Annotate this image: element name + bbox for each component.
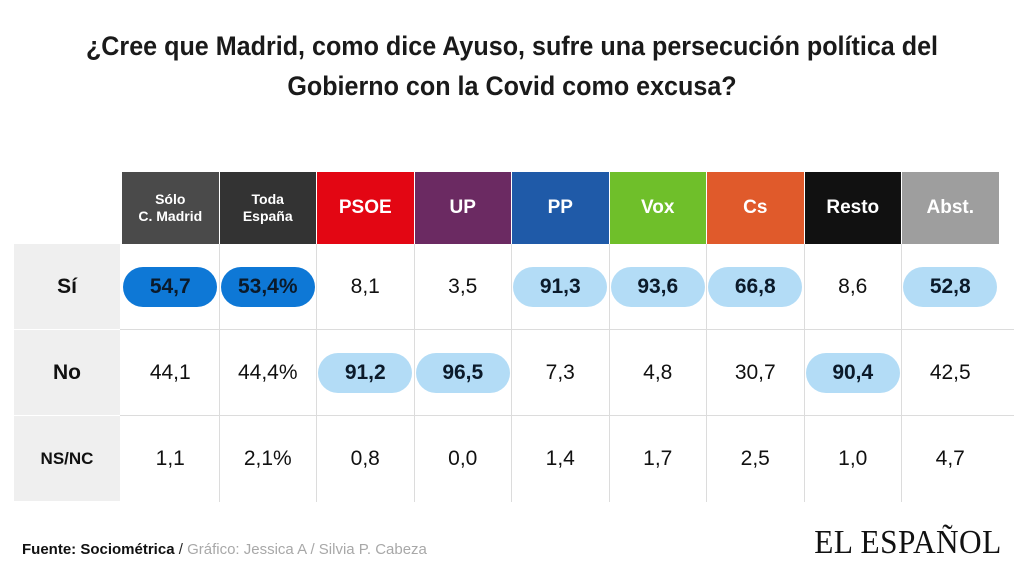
column-divider [413,244,415,502]
table-cell: 1,4 [512,416,609,501]
cell-value: 42,5 [929,360,971,384]
cell-value: 1,7 [643,446,673,470]
column-divider [608,244,610,502]
column-header: Toda España [219,172,316,244]
table-cell: 2,5 [707,416,804,501]
cell-value: 2,1% [243,446,292,470]
table-cell: 52,8 [902,244,999,329]
table-cell: 2,1% [219,416,316,501]
highlight-value-pill: 96,5 [415,352,510,393]
table-cell: 42,5 [902,330,999,415]
column-divider [511,244,512,502]
cell-value: 1,0 [838,446,868,470]
table-cell: 96,5 [414,330,511,415]
table-cell: 44,4% [219,330,316,415]
table-cell: 0,8 [317,416,414,501]
row-divider [120,415,1014,416]
table-cell: 8,1 [317,244,414,329]
table-corner [14,172,122,244]
cell-value: 44,1 [149,360,191,384]
column-header: Cs [707,172,804,244]
column-header: Vox [609,172,706,244]
cell-value: 30,7 [734,360,776,384]
table-cell: 91,3 [512,244,609,329]
highlight-value-pill: 91,2 [318,352,413,393]
table-cell: 3,5 [414,244,511,329]
cell-value: 8,1 [350,274,380,298]
cell-value: 8,6 [838,274,868,298]
highlight-value-pill: 91,3 [513,266,608,307]
column-divider [803,244,805,502]
cell-value: 1,1 [155,446,185,470]
cell-value: 4,8 [643,360,673,384]
highlight-value-pill: 53,4% [220,266,315,307]
highlight-value-pill: 52,8 [903,266,998,307]
table-cell: 54,7 [122,244,219,329]
table-cell: 53,4% [219,244,316,329]
table-cell: 91,2 [317,330,414,415]
cell-value: 3,5 [448,274,478,298]
table-cell: 4,7 [902,416,999,501]
table-cell: 1,1 [122,416,219,501]
highlight-value-pill: 66,8 [708,266,803,307]
table-cell: 66,8 [707,244,804,329]
row-label: NS/NC [14,416,120,501]
column-divider [901,244,902,502]
cell-value: 2,5 [740,446,770,470]
column-header: Abst. [902,172,999,244]
highlight-value-pill: 93,6 [610,266,705,307]
table-cell: 93,6 [609,244,706,329]
table-cell: 7,3 [512,330,609,415]
chart-title: ¿Cree que Madrid, como dice Ayuso, sufre… [85,31,939,101]
table-cell: 1,7 [609,416,706,501]
column-header: UP [414,172,511,244]
table-cell: 0,0 [414,416,511,501]
table-cell: 44,1 [122,330,219,415]
table-cell: 4,8 [609,330,706,415]
source-label: Fuente: Sociométrica [22,541,175,558]
cell-value: 4,7 [935,446,965,470]
column-header: PP [512,172,609,244]
table-cell: 1,0 [804,416,901,501]
cell-value: 7,3 [545,360,575,384]
highlight-value-pill: 54,7 [123,266,218,307]
credit-text: Gráfico: Jessica A / Silvia P. Cabeza [187,541,427,558]
column-header: Resto [804,172,901,244]
brand-logo: EL ESPAÑOL [814,524,1002,561]
footer-source: Fuente: Sociométrica / Gráfico: Jessica … [22,541,427,558]
cell-value: 0,8 [350,446,380,470]
cell-value: 0,0 [448,446,478,470]
cell-value: 44,4% [237,360,298,384]
column-divider [316,244,317,502]
table-cell: 30,7 [707,330,804,415]
column-header: Sólo C. Madrid [122,172,219,244]
source-separator: / [174,541,188,558]
row-label: No [14,330,120,415]
column-header: PSOE [317,172,414,244]
cell-value: 1,4 [545,446,575,470]
results-table: Sólo C. Madrid Toda España PSOE UP PP Vox Cs Re… [14,172,1014,502]
column-divider [706,244,707,502]
row-label: Sí [14,244,120,329]
table-cell: 8,6 [804,244,901,329]
row-divider [120,329,1014,330]
highlight-value-pill: 90,4 [805,352,900,393]
table-cell: 90,4 [804,330,901,415]
column-divider [218,244,220,502]
